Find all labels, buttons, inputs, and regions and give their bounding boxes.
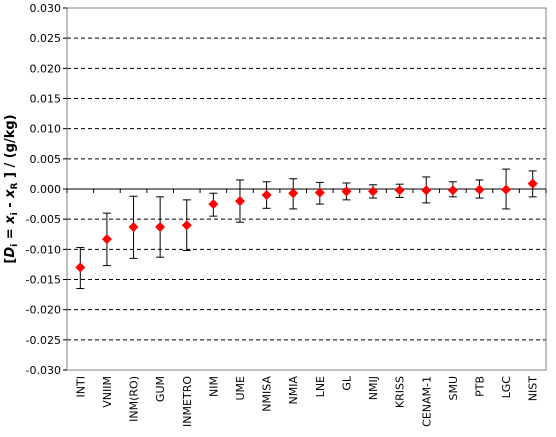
data-point-nmij <box>368 186 379 197</box>
data-point-gl <box>341 186 352 197</box>
x-tick-label: NMIA <box>287 376 300 405</box>
y-axis-label: [Di = xi - xR ] / (g/kg) <box>3 114 20 263</box>
y-tick-label: -0.025 <box>26 334 61 347</box>
data-point-inm-ro- <box>128 222 139 233</box>
y-tick-label: 0.010 <box>30 123 62 136</box>
x-tick-label: NMIJ <box>367 376 380 400</box>
data-point-ptb <box>474 184 485 195</box>
y-tick-label: 0.020 <box>30 62 62 75</box>
data-point-lne <box>314 187 325 198</box>
grid-lines <box>67 37 546 341</box>
y-label-sub-r: R <box>10 182 20 189</box>
x-tick-label: LGC <box>500 376 513 399</box>
y-label-d: D <box>3 247 18 258</box>
y-tick-label: -0.020 <box>26 304 61 317</box>
x-tick-label: LNE <box>314 376 327 397</box>
y-label-eq: = <box>3 224 18 244</box>
x-axis-ticks: INTI VNIIM INM(RO) GUM INMETRO NIM UME NMISA NMI… <box>66 189 547 427</box>
x-tick-label: NMISA <box>261 376 274 412</box>
x-tick-label: KRISS <box>394 376 407 408</box>
y-axis-ticks: 0.030 0.025 0.020 0.015 0.010 0.005 0.000 -0.00… <box>26 2 67 377</box>
data-point-lgc <box>501 184 512 195</box>
data-point-smu <box>447 185 458 196</box>
y-label-x: x <box>3 215 18 225</box>
x-tick-label: INMETRO <box>181 376 194 427</box>
data-points <box>75 178 538 273</box>
y-label-xr: x <box>3 189 18 199</box>
data-point-kriss <box>394 185 405 196</box>
data-point-inmetro <box>181 220 192 231</box>
y-tick-label: 0.030 <box>30 2 62 15</box>
y-tick-label: -0.010 <box>26 243 61 256</box>
x-tick-label: PTB <box>473 376 486 397</box>
data-point-nim <box>208 199 219 210</box>
x-tick-label: CENAM-1 <box>420 376 433 427</box>
x-tick-label: GUM <box>154 376 167 402</box>
error-bars <box>76 168 537 290</box>
y-tick-label: 0.015 <box>30 93 62 106</box>
y-label-sub-i: i <box>10 244 20 247</box>
data-point-nmisa <box>261 190 272 201</box>
x-tick-label: VNIIM <box>101 376 114 408</box>
y-label-minus: - <box>3 198 18 212</box>
x-tick-label: INTI <box>74 376 87 397</box>
x-tick-label: GL <box>340 375 353 391</box>
y-tick-label: 0.005 <box>30 153 62 166</box>
x-tick-label: NIM <box>207 376 220 397</box>
y-tick-label: 0.000 <box>30 183 62 196</box>
data-point-ume <box>234 196 245 207</box>
y-label-sub-i2: i <box>10 212 20 215</box>
data-point-gum <box>155 222 166 233</box>
data-point-vniim <box>101 234 112 245</box>
x-tick-label: NIST <box>527 376 540 401</box>
data-point-cenam-1 <box>421 185 432 196</box>
data-point-nist <box>527 178 538 189</box>
y-tick-label: -0.030 <box>26 364 61 377</box>
x-tick-label: UME <box>234 376 247 401</box>
y-label-unit: ] / (g/kg) <box>3 114 18 182</box>
data-point-nmia <box>288 188 299 199</box>
y-tick-label: -0.015 <box>26 274 61 287</box>
data-point-inti <box>75 262 86 273</box>
y-label-open: [ <box>3 258 18 264</box>
x-tick-label: INM(RO) <box>128 376 141 422</box>
x-tick-label: SMU <box>447 376 460 401</box>
y-tick-label: 0.025 <box>30 32 62 45</box>
y-tick-label: -0.005 <box>26 213 61 226</box>
